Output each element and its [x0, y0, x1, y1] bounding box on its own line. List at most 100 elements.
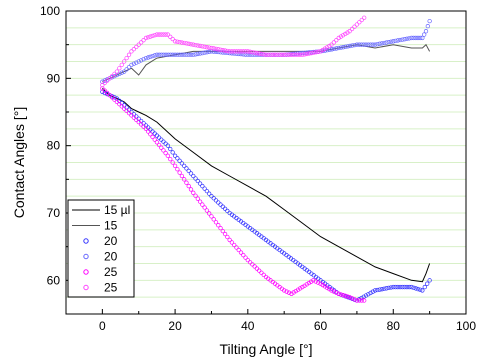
data-point — [341, 45, 346, 50]
data-point — [172, 39, 178, 44]
data-point — [186, 41, 191, 46]
data-point — [131, 115, 137, 120]
data-point — [375, 287, 380, 293]
data-point — [129, 49, 134, 54]
data-point — [250, 52, 255, 57]
data-point — [338, 292, 344, 297]
data-point — [345, 44, 350, 49]
data-point — [186, 168, 191, 174]
data-point — [150, 134, 155, 140]
data-point — [423, 29, 429, 34]
data-point — [179, 40, 185, 45]
data-point — [331, 289, 337, 294]
data-point — [377, 41, 382, 46]
legend-swatch-marker — [83, 269, 89, 275]
data-point — [188, 187, 194, 192]
data-point — [395, 284, 400, 290]
data-point — [114, 99, 120, 105]
data-point — [114, 69, 120, 74]
data-point — [372, 42, 378, 47]
data-point — [425, 281, 430, 286]
data-point — [338, 34, 344, 39]
data-point — [313, 50, 319, 55]
data-point — [413, 35, 418, 41]
data-point — [316, 49, 321, 54]
data-point — [156, 32, 162, 37]
data-point — [382, 286, 387, 291]
data-point — [298, 286, 303, 291]
data-point — [331, 40, 337, 45]
data-point — [386, 39, 391, 45]
data-point — [232, 49, 237, 54]
data-point — [148, 34, 153, 39]
data-point — [216, 49, 221, 55]
data-point — [229, 49, 235, 54]
data-point — [200, 183, 205, 189]
data-point — [152, 33, 157, 38]
data-point — [197, 51, 203, 56]
data-point — [209, 194, 214, 199]
data-point — [259, 270, 264, 275]
y-tick-label: 70 — [47, 206, 61, 220]
data-point — [182, 163, 187, 169]
data-point — [175, 167, 180, 172]
data-point — [195, 196, 200, 201]
data-point — [377, 287, 382, 292]
data-point — [112, 73, 117, 79]
data-point — [349, 296, 355, 301]
data-point — [166, 52, 171, 57]
data-point — [197, 199, 203, 204]
data-point — [386, 285, 391, 291]
data-point — [329, 47, 335, 52]
data-point — [404, 284, 410, 290]
data-point — [362, 298, 367, 303]
data-point — [218, 47, 223, 52]
data-point — [213, 220, 219, 225]
data-point — [407, 284, 412, 290]
data-point — [284, 52, 289, 57]
data-point — [247, 260, 253, 265]
data-point — [388, 39, 394, 44]
data-point — [238, 250, 244, 255]
data-point — [347, 43, 353, 49]
data-point — [222, 206, 228, 211]
data-point — [409, 284, 414, 290]
data-point — [109, 95, 115, 100]
data-point — [289, 291, 294, 296]
series-0 — [102, 88, 431, 283]
data-point — [141, 38, 146, 43]
data-point — [300, 52, 305, 57]
data-point — [247, 52, 253, 57]
data-point — [191, 42, 196, 47]
data-point — [368, 290, 373, 296]
data-point — [197, 181, 203, 186]
data-point — [397, 37, 403, 43]
data-point — [422, 284, 427, 290]
data-point — [427, 18, 432, 24]
data-point — [202, 205, 207, 210]
data-point — [204, 50, 210, 55]
data-point — [250, 50, 255, 55]
data-point — [347, 295, 352, 300]
data-point — [382, 40, 387, 46]
data-point — [322, 46, 328, 51]
data-point — [191, 52, 196, 57]
data-point — [232, 51, 237, 56]
legend-item: 25 — [83, 265, 118, 279]
data-point — [216, 200, 221, 205]
data-point — [202, 44, 207, 49]
data-point — [200, 44, 205, 49]
data-point — [284, 289, 289, 294]
data-point — [213, 46, 219, 52]
series-line — [102, 43, 431, 83]
data-point — [200, 202, 205, 207]
data-point — [225, 48, 230, 54]
data-point — [218, 225, 223, 231]
data-point — [143, 35, 149, 41]
y-tick-label: 80 — [47, 139, 61, 153]
data-point — [291, 290, 296, 295]
series-line — [102, 88, 431, 283]
data-point — [238, 51, 244, 57]
data-point — [402, 37, 407, 42]
data-point — [354, 42, 360, 47]
